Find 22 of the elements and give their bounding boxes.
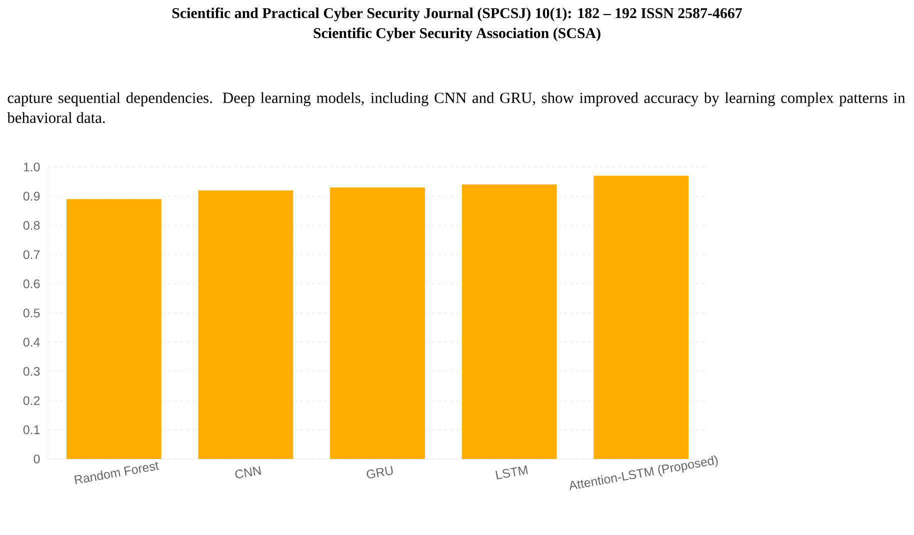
- y-tick-label: 0.7: [23, 250, 40, 260]
- y-tick-label: 0.8: [23, 221, 40, 230]
- chart-subtitle: Scientific Cyber Security Association (SCSA): [314, 28, 600, 42]
- y-tick-label: 0.3: [23, 367, 40, 376]
- y-tick-label: 0.6: [23, 279, 40, 288]
- y-tick-label: 0: [34, 454, 40, 464]
- bar: [198, 190, 294, 459]
- x-tick-label: LSTM: [496, 465, 528, 480]
- bar: [462, 184, 557, 459]
- bar: [66, 199, 162, 459]
- x-tick-label: Random Forest: [74, 462, 160, 484]
- text: capture sequential dependencies. Deep learning models, including CNN and GRU, show improved accuracy by learning complex patterns in behavioral data.: [7, 92, 906, 124]
- x-tick-label: GRU: [366, 466, 393, 478]
- y-tick-label: 0.5: [23, 308, 40, 318]
- y-tick-label: 0.4: [23, 338, 40, 347]
- chart-title: Scientific and Practical Cyber Security Journal (SPCSJ) 10(1): 182 – 192 ISSN 2587-4667: [172, 8, 742, 22]
- y-tick-label: 0.1: [23, 425, 40, 434]
- bar: [330, 187, 425, 459]
- x-tick-label: CNN: [235, 466, 262, 478]
- y-tick-label: 0.9: [23, 192, 40, 201]
- y-tick-label: 1.0: [24, 162, 40, 172]
- y-tick-label: 0.2: [23, 396, 40, 406]
